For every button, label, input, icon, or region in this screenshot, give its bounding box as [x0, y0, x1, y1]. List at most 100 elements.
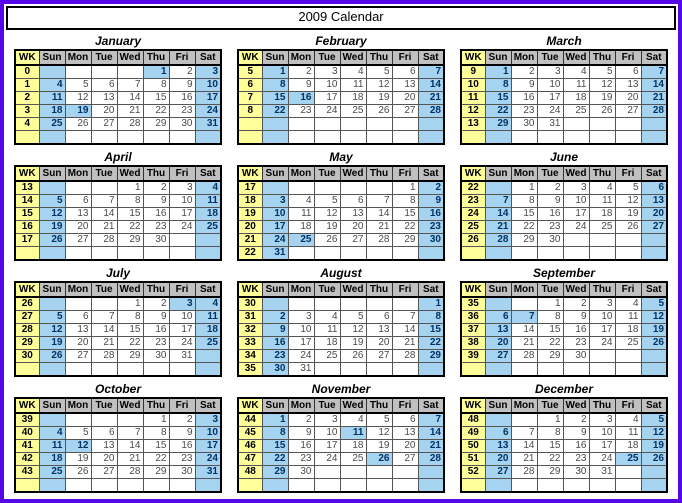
date-cell: 30: [142, 233, 170, 247]
calendar-table: WK Sun Mon Tue Wed Thu Fri Sat 39 1 2 3 40 4 5 6 7 8 9 10 41…: [14, 397, 222, 493]
empty-cell: [339, 465, 367, 479]
date-cell: 9: [287, 426, 315, 440]
date-cell: 14: [417, 78, 445, 92]
date-cell: 12: [38, 323, 66, 337]
week-row: 32 9 10 11 12 13 14 15: [237, 323, 445, 337]
week-row: 15 12 13 14 15 16 17 18: [14, 207, 222, 221]
empty-cell: [391, 117, 419, 131]
col-header-wk: WK: [460, 397, 486, 414]
week-number-cell: 31: [237, 310, 263, 324]
month-title: October: [94, 382, 141, 396]
col-header-wk: WK: [460, 165, 486, 182]
date-cell: 4: [588, 180, 616, 195]
week-number-cell: 43: [14, 465, 40, 479]
week-number-cell: 42: [14, 452, 40, 466]
week-number-cell: 47: [237, 452, 263, 466]
date-cell: 22: [391, 220, 419, 234]
date-cell: 1: [116, 296, 144, 311]
date-cell: 17: [313, 91, 341, 105]
month-title: July: [105, 266, 130, 280]
date-cell: 11: [614, 310, 642, 324]
date-cell: 27: [391, 452, 419, 466]
week-number-cell: 18: [237, 194, 263, 208]
empty-cell: [339, 130, 367, 145]
empty-cell: [90, 180, 118, 195]
months-grid: January WK Sun Mon Tue Wed Thu Fri Sat 0 1 2 3 1 4 5 6 7 8…: [4, 34, 678, 493]
date-cell: 16: [142, 323, 170, 337]
date-cell: 2: [417, 180, 445, 195]
week-number-cell: 40: [14, 426, 40, 440]
empty-cell: [64, 180, 92, 195]
month-title: January: [94, 34, 142, 48]
week-number-cell: 25: [460, 220, 486, 234]
week-row: 42 18 19 20 21 22 23 24: [14, 452, 222, 466]
date-cell: 5: [38, 310, 66, 324]
date-cell: 4: [194, 180, 222, 195]
date-cell: 29: [484, 117, 512, 131]
date-cell: 2: [168, 64, 196, 79]
empty-cell: [588, 233, 616, 247]
date-cell: 4: [339, 64, 367, 79]
week-number-cell: 48: [460, 412, 486, 427]
date-cell: 9: [168, 426, 196, 440]
date-cell: 23: [261, 349, 289, 363]
empty-cell: [640, 117, 668, 131]
empty-cell: [536, 130, 564, 145]
week-number-cell: 41: [14, 439, 40, 453]
month-title: November: [311, 382, 371, 396]
date-cell: 27: [614, 104, 642, 118]
col-header-fri: Fri: [614, 281, 642, 298]
date-cell: 3: [313, 64, 341, 79]
date-cell: 27: [339, 233, 367, 247]
date-cell: 15: [261, 439, 289, 453]
date-cell: 26: [365, 104, 393, 118]
col-header-sat: Sat: [640, 49, 668, 66]
col-header-wk: WK: [14, 49, 40, 66]
col-header-fri: Fri: [168, 397, 196, 414]
empty-cell: [640, 349, 668, 363]
date-cell: 7: [116, 78, 144, 92]
date-cell: 13: [339, 207, 367, 221]
empty-cell: [365, 180, 393, 195]
calendar-table: WK Sun Mon Tue Wed Thu Fri Sat 48 1 2 3 4 5 49 6 7 8 9 10 11…: [460, 397, 668, 493]
empty-cell: [391, 465, 419, 479]
week-number-cell: [460, 478, 486, 493]
date-cell: 7: [391, 310, 419, 324]
empty-cell: [168, 130, 196, 145]
calendar-table: WK Sun Mon Tue Wed Thu Fri Sat 44 1 2 3 4 5 6 7 45 8 9 10 11…: [237, 397, 445, 493]
date-cell: 5: [365, 412, 393, 427]
week-row: 1 4 5 6 7 8 9 10: [14, 78, 222, 92]
col-header-fri: Fri: [614, 165, 642, 182]
date-cell: 11: [38, 91, 66, 105]
date-cell: 24: [168, 336, 196, 350]
week-row: [460, 246, 668, 261]
date-cell: 27: [484, 349, 512, 363]
empty-cell: [562, 233, 590, 247]
empty-cell: [261, 296, 289, 311]
empty-cell: [90, 478, 118, 493]
date-cell: 16: [168, 91, 196, 105]
week-row: 44 1 2 3 4 5 6 7: [237, 412, 445, 427]
empty-cell: [287, 117, 315, 131]
empty-cell: [313, 362, 341, 377]
date-cell: 29: [116, 233, 144, 247]
date-cell: 21: [391, 336, 419, 350]
month-august: August WK Sun Mon Tue Wed Thu Fri Sat 30 1 31 2 3 4 5 6 7…: [237, 266, 445, 377]
date-cell: 22: [116, 336, 144, 350]
week-row: 46 15 16 17 18 19 20 21: [237, 439, 445, 453]
week-number-cell: 5: [237, 64, 263, 79]
col-header-sat: Sat: [194, 165, 222, 182]
col-header-fri: Fri: [168, 49, 196, 66]
date-cell: 8: [261, 426, 289, 440]
date-cell: 9: [261, 323, 289, 337]
week-number-cell: 26: [14, 296, 40, 311]
week-row: 33 16 17 18 19 20 21 22: [237, 336, 445, 350]
empty-cell: [313, 296, 341, 311]
col-header-tue: Tue: [313, 49, 341, 66]
date-cell: 1: [484, 64, 512, 79]
col-header-thu: Thu: [365, 281, 393, 298]
col-header-wed: Wed: [562, 165, 590, 182]
date-cell: 28: [90, 233, 118, 247]
week-row: 2 11 12 13 14 15 16 17: [14, 91, 222, 105]
date-cell: 8: [261, 78, 289, 92]
